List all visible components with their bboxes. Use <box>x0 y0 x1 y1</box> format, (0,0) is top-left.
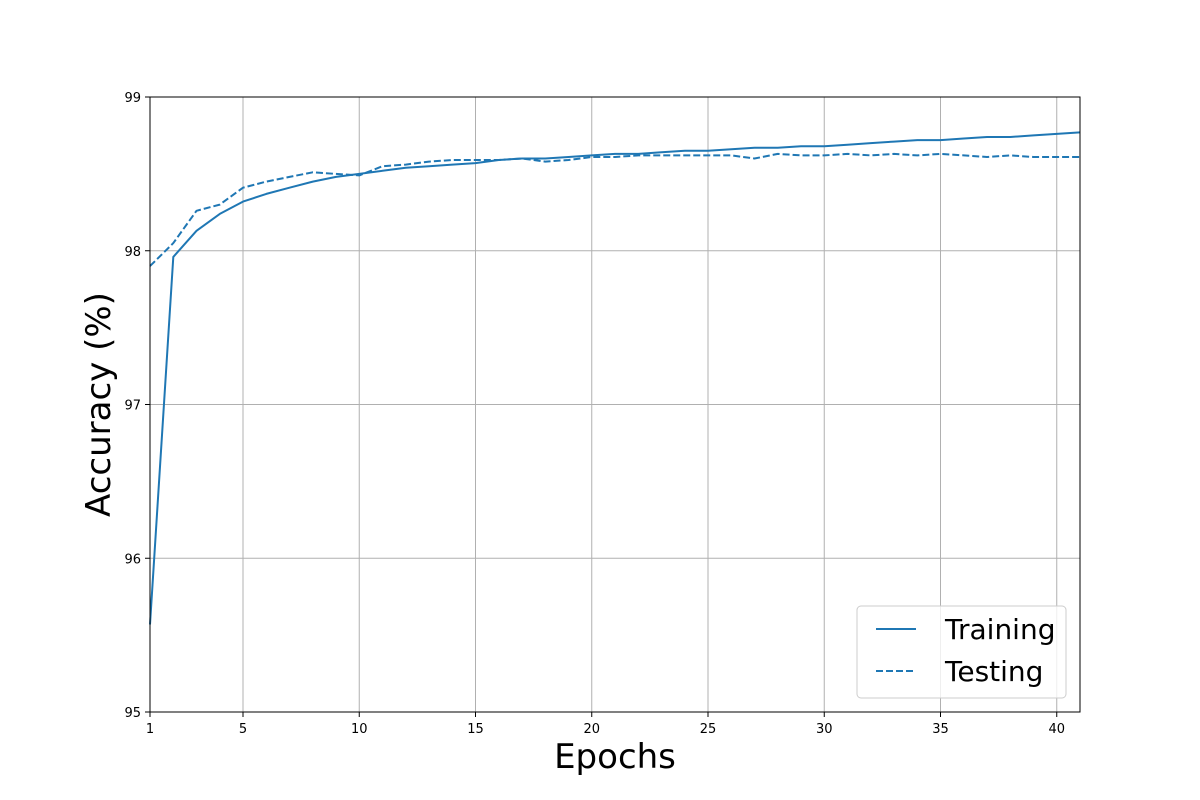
x-axis-ticks: 1 5 10 15 20 25 30 35 40 <box>146 712 1065 737</box>
x-tick-label: 5 <box>239 722 247 737</box>
y-axis-ticks: 95 96 97 98 99 <box>124 91 150 721</box>
x-tick-label: 30 <box>816 722 833 737</box>
series-line-testing <box>149 152 1080 267</box>
legend-training-label: Training <box>944 613 1055 646</box>
series-lines <box>149 131 1081 625</box>
series-line-training <box>149 131 1081 625</box>
y-tick-label: 96 <box>124 552 141 567</box>
x-tick-label: 20 <box>583 722 600 737</box>
y-tick-label: 97 <box>124 399 141 414</box>
y-axis-title: Accuracy (%) <box>79 292 119 517</box>
x-tick-label: 25 <box>700 722 717 737</box>
y-tick-label: 99 <box>124 91 141 106</box>
x-tick-label: 15 <box>467 722 484 737</box>
legend-testing-label: Testing <box>944 655 1043 688</box>
y-tick-label: 95 <box>124 706 141 721</box>
x-tick-label: 40 <box>1048 722 1065 737</box>
x-tick-label: 35 <box>932 722 949 737</box>
y-tick-label: 98 <box>124 245 141 260</box>
x-tick-label: 10 <box>351 722 368 737</box>
legend: Training Testing <box>856 605 1067 699</box>
x-axis-title: Epochs <box>554 737 676 777</box>
x-tick-label: 1 <box>146 722 154 737</box>
